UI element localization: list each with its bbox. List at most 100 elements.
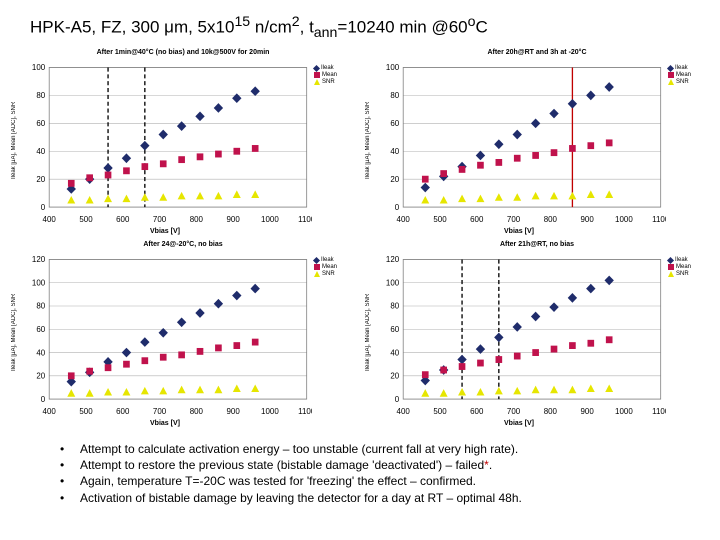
svg-text:0: 0	[41, 203, 46, 212]
chart-title: After 24@-20°C, no bias	[10, 239, 356, 252]
svg-text:20: 20	[390, 175, 399, 184]
svg-text:100: 100	[386, 63, 400, 72]
svg-text:800: 800	[544, 215, 558, 224]
legend-marker-icon	[314, 72, 320, 78]
bullet-text: Attempt to calculate activation energy –…	[80, 442, 518, 456]
y-axis-label: Ileak [μA], Mean [ADC], SNR	[10, 60, 18, 220]
x-axis-label: Vbias [V]	[18, 226, 312, 235]
legend-marker-icon	[668, 79, 674, 85]
legend-item: Ileak	[314, 65, 356, 71]
plot-area: 02040608010040050060070080090010001100	[374, 62, 666, 226]
plot-area: 0204060801001204005006007008009001000110…	[20, 254, 312, 418]
svg-text:100: 100	[386, 278, 400, 287]
legend-marker-icon	[668, 271, 674, 277]
charts-grid: After 1min@40°C (no bias) and 10k@500V f…	[0, 47, 720, 429]
svg-text:60: 60	[390, 325, 399, 334]
legend-marker-icon	[667, 65, 674, 72]
t-p5: C	[476, 18, 488, 37]
legend-label: Ileak	[321, 65, 334, 71]
svg-text:1100: 1100	[652, 407, 666, 416]
svg-text:500: 500	[79, 215, 93, 224]
legend-label: Ileak	[675, 65, 688, 71]
svg-text:0: 0	[41, 395, 46, 404]
svg-text:600: 600	[116, 407, 130, 416]
svg-text:500: 500	[79, 407, 93, 416]
svg-text:80: 80	[36, 91, 45, 100]
y-axis-label: Ileak [μA], Mean [ADC], SNR	[364, 252, 372, 412]
y-axis-label: Ileak [μA], Mean [ADC], SNR	[364, 60, 372, 220]
chart-title: After 20h@RT and 3h at -20°C	[364, 47, 710, 60]
svg-text:120: 120	[386, 255, 400, 264]
svg-text:1100: 1100	[298, 407, 312, 416]
svg-text:900: 900	[580, 407, 594, 416]
svg-text:20: 20	[390, 372, 399, 381]
legend-label: SNR	[676, 79, 689, 85]
svg-text:40: 40	[36, 147, 45, 156]
legend-marker-icon	[314, 79, 320, 85]
legend-label: Ileak	[321, 257, 334, 263]
t-sup1: 15	[234, 14, 250, 30]
legend-marker-icon	[314, 264, 320, 270]
svg-text:100: 100	[32, 63, 46, 72]
legend-item: Mean	[668, 264, 710, 270]
chart-2: After 24@-20°C, no biasIleak [μA], Mean …	[10, 239, 356, 429]
t-sub1: ann	[314, 25, 338, 41]
svg-text:80: 80	[390, 91, 399, 100]
svg-text:20: 20	[36, 372, 45, 381]
svg-text:40: 40	[390, 348, 399, 357]
svg-text:400: 400	[43, 407, 57, 416]
svg-text:600: 600	[116, 215, 130, 224]
svg-text:1100: 1100	[652, 215, 666, 224]
legend-label: Mean	[676, 264, 691, 270]
bullet-after: .	[489, 458, 492, 472]
svg-text:700: 700	[507, 215, 521, 224]
svg-text:500: 500	[433, 407, 447, 416]
svg-text:80: 80	[390, 302, 399, 311]
svg-text:1000: 1000	[261, 407, 279, 416]
legend-marker-icon	[313, 257, 320, 264]
svg-text:400: 400	[43, 215, 57, 224]
svg-text:900: 900	[226, 215, 240, 224]
legend-item: SNR	[314, 271, 356, 277]
chart-3: After 21h@RT, no biasIleak [μA], Mean [A…	[364, 239, 710, 429]
bullet-item: Attempt to restore the previous state (b…	[50, 457, 660, 473]
svg-text:1000: 1000	[615, 407, 633, 416]
x-axis-label: Vbias [V]	[372, 418, 666, 427]
plot-area: 02040608010040050060070080090010001100	[20, 62, 312, 226]
svg-text:400: 400	[397, 407, 411, 416]
t-sup3: o	[468, 14, 476, 30]
legend: IleakMeanSNR	[666, 60, 710, 220]
bullet-text: Activation of bistable damage by leaving…	[80, 491, 522, 505]
svg-text:1000: 1000	[615, 215, 633, 224]
legend-label: Mean	[322, 72, 337, 78]
svg-text:1000: 1000	[261, 215, 279, 224]
t-sup2: 2	[292, 14, 300, 30]
t-p3: , t	[300, 18, 314, 37]
svg-text:120: 120	[32, 255, 46, 264]
t-p2: n/cm	[250, 18, 292, 37]
svg-text:700: 700	[153, 215, 167, 224]
legend-item: Ileak	[668, 65, 710, 71]
bullet-text: Again, temperature T=-20C was tested for…	[80, 474, 476, 488]
legend: IleakMeanSNR	[312, 60, 356, 220]
svg-text:20: 20	[36, 175, 45, 184]
legend-item: Mean	[668, 72, 710, 78]
chart-title: After 1min@40°C (no bias) and 10k@500V f…	[10, 47, 356, 60]
legend-item: Ileak	[668, 257, 710, 263]
svg-text:700: 700	[153, 407, 167, 416]
svg-text:0: 0	[395, 203, 400, 212]
legend-marker-icon	[668, 72, 674, 78]
svg-text:800: 800	[190, 215, 204, 224]
bullet-item: Again, temperature T=-20C was tested for…	[50, 473, 660, 489]
legend-label: Mean	[322, 264, 337, 270]
legend-label: Ileak	[675, 257, 688, 263]
svg-text:1100: 1100	[298, 215, 312, 224]
bullet-item: Attempt to calculate activation energy –…	[50, 441, 660, 457]
svg-text:700: 700	[507, 407, 521, 416]
plot-area: 0204060801001204005006007008009001000110…	[374, 254, 666, 418]
svg-text:800: 800	[190, 407, 204, 416]
legend-label: SNR	[322, 79, 335, 85]
y-axis-label: Ileak [μA], Mean [ADC], SNR	[10, 252, 18, 412]
svg-text:60: 60	[390, 119, 399, 128]
svg-text:60: 60	[36, 325, 45, 334]
